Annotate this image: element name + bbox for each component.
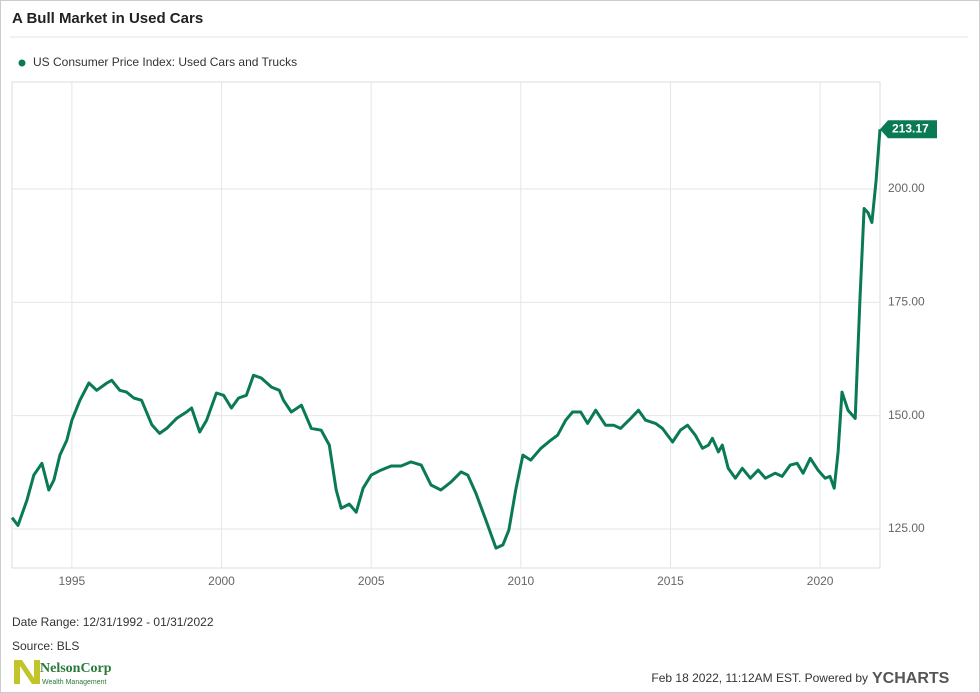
x-tick-label: 2005 [358,574,385,588]
plot-border [11,81,881,569]
date-range: Date Range: 12/31/1992 - 01/31/2022 [12,615,214,629]
legend-marker [18,59,26,67]
chart-title: A Bull Market in Used Cars [12,10,203,27]
timestamp: Feb 18 2022, 11:12AM EST. Powered by [651,671,868,685]
legend-label: US Consumer Price Index: Used Cars and T… [33,55,297,69]
last-value-tag [880,120,937,139]
logo-tagline: Wealth Management [42,679,107,686]
x-tick-label: 2010 [507,574,534,588]
source: Source: BLS [12,639,79,653]
x-tick-label: 2015 [657,574,684,588]
y-tick-label: 150.00 [888,408,925,422]
logo-name: NelsonCorp [40,661,112,676]
y-tick-label: 125.00 [888,521,925,535]
series-line [10,129,882,550]
last-value-label: 213.17 [892,121,929,135]
x-tick-label: 2000 [208,574,235,588]
y-tick-label: 200.00 [888,181,925,195]
y-tick-label: 175.00 [888,295,925,309]
x-tick-label: 1995 [59,574,86,588]
x-tick-label: 2020 [807,574,834,588]
logo-mark [14,660,40,684]
brand: YCHARTS [872,670,950,687]
